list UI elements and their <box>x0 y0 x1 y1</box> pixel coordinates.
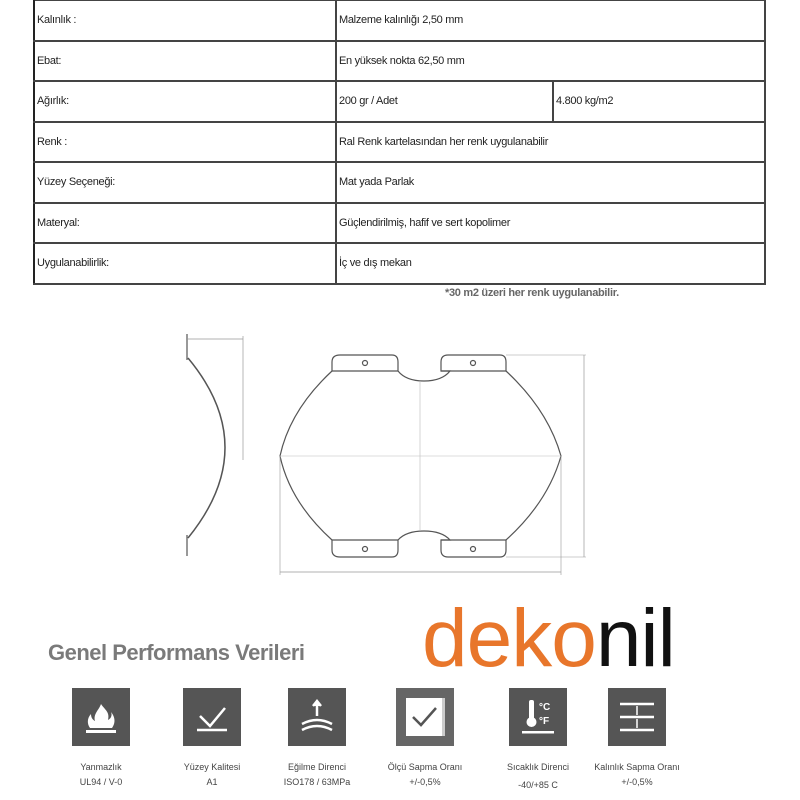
svg-text:°C: °C <box>539 702 550 713</box>
table-row: Uygulanabilirlik: İç ve dış mekan <box>33 242 766 285</box>
table-row: Ağırlık: 200 gr / Adet 4.800 kg/m2 <box>33 80 766 123</box>
thickness-icon <box>608 688 666 746</box>
table-row: Yüzey Seçeneği: Mat yada Parlak <box>33 161 766 204</box>
row-label: Kalınlık : <box>33 0 337 42</box>
perf-label-line1: Ölçü Sapma Oranı <box>387 762 463 772</box>
logo-part1: deko <box>422 593 597 684</box>
technical-drawing <box>186 334 586 575</box>
row-label: Yüzey Seçeneği: <box>33 161 337 204</box>
row-value: Malzeme kalınlığı 2,50 mm <box>335 0 766 42</box>
perf-label-line1: Kalınlık Sapma Oranı <box>594 762 680 772</box>
dekonil-logo: dekonil <box>422 598 676 680</box>
perf-label: Yüzey Kalitesi A1 <box>152 760 272 790</box>
perf-label-line2: A1 <box>206 777 218 787</box>
table-row: Renk : Ral Renk kartelasından her renk uy… <box>33 121 766 163</box>
front-view <box>279 354 586 575</box>
perf-label: Eğilme Direnci ISO178 / 63MPa <box>257 760 377 790</box>
table-row: Materyal: Güçlendirilmiş, hafif ve sert k… <box>33 202 766 244</box>
row-label: Ebat: <box>33 40 337 82</box>
row-label: Ağırlık: <box>33 80 337 123</box>
perf-label: Sıcaklık Direnci -40/+85 C <box>478 760 598 793</box>
row-value: En yüksek nokta 62,50 mm <box>335 40 766 82</box>
table-row: Ebat: En yüksek nokta 62,50 mm <box>33 40 766 82</box>
thermometer-icon: °C °F <box>509 688 567 746</box>
table-row: Kalınlık : Malzeme kalınlığı 2,50 mm <box>33 0 766 42</box>
side-profile <box>186 334 244 556</box>
perf-label-line2: +/-0,5% <box>409 777 441 787</box>
flame-icon <box>72 688 130 746</box>
perf-label-line2: ISO178 / 63MPa <box>283 777 351 787</box>
row-label: Renk : <box>33 121 337 163</box>
row-value: İç ve dış mekan <box>335 242 766 285</box>
row-label: Uygulanabilirlik: <box>33 242 337 285</box>
row-value-2: 4.800 kg/m2 <box>552 80 766 123</box>
perf-label-line2: -40/+85 C <box>518 780 558 790</box>
perf-label-line2: UL94 / V-0 <box>79 777 123 787</box>
svg-text:°F: °F <box>539 716 549 727</box>
perf-label-line1: Yüzey Kalitesi <box>183 762 241 772</box>
row-value: Güçlendirilmiş, hafif ve sert kopolimer <box>335 202 766 244</box>
row-label: Materyal: <box>33 202 337 244</box>
row-value: 200 gr / Adet <box>335 80 554 123</box>
perf-label-line1: Sıcaklık Direnci <box>506 762 569 772</box>
perf-label-line2: +/-0,5% <box>621 777 653 787</box>
measure-check-icon <box>396 688 454 746</box>
performance-title: Genel Performans Verileri <box>48 640 305 665</box>
row-value: Mat yada Parlak <box>335 161 766 204</box>
row-value: Ral Renk kartelasından her renk uygulana… <box>335 121 766 163</box>
perf-label-line1: Yanmazlık <box>80 762 122 772</box>
surface-check-icon <box>183 688 241 746</box>
perf-label: Yanmazlık UL94 / V-0 <box>41 760 161 790</box>
bending-icon <box>288 688 346 746</box>
footnote: *30 m2 üzeri her renk uygulanabilir. <box>445 287 619 299</box>
spec-table: Kalınlık : Malzeme kalınlığı 2,50 mm Ebat… <box>33 0 766 285</box>
perf-label-line1: Eğilme Direnci <box>287 762 347 772</box>
perf-label: Ölçü Sapma Oranı +/-0,5% <box>365 760 485 790</box>
perf-label: Kalınlık Sapma Oranı +/-0,5% <box>577 760 697 790</box>
logo-part2: nil <box>595 593 676 684</box>
